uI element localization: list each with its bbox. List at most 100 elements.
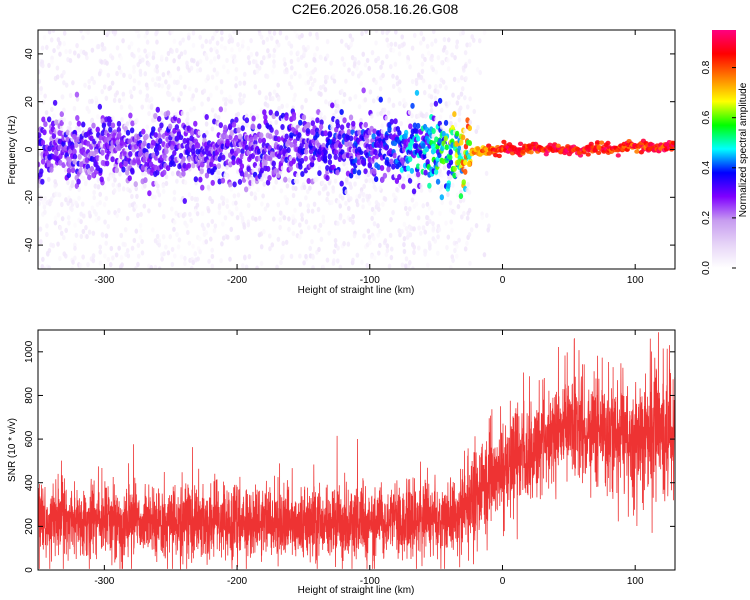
spectrogram-cell — [439, 107, 444, 113]
spectrogram-cell — [453, 122, 458, 128]
spectrogram-cell — [501, 139, 507, 145]
spectrogram-cell — [229, 186, 234, 192]
spectrogram-cell — [208, 39, 213, 45]
spectrogram-cell — [175, 231, 179, 238]
spectrogram-cell — [285, 197, 290, 203]
spectrogram-cell — [59, 111, 64, 118]
spectrogram-cell — [306, 203, 311, 209]
spectrogram-cell — [114, 252, 119, 258]
spectrogram-cell — [444, 85, 448, 91]
spectrogram-cell — [47, 62, 51, 68]
spectrogram-cell — [403, 133, 408, 140]
spectrogram-cell — [414, 80, 419, 87]
spectrogram-cell — [456, 94, 461, 101]
spectrogram-cell — [555, 143, 561, 148]
spectrogram-cell — [225, 140, 230, 147]
spectrogram-cell — [314, 176, 319, 182]
spectrogram-cell — [585, 152, 591, 157]
spectrogram-cell — [327, 131, 332, 138]
spectrogram-cell — [292, 96, 296, 103]
spectrogram-cell — [45, 44, 49, 51]
spectrogram-cell — [298, 201, 303, 207]
spectrogram-cell — [389, 41, 394, 47]
spectrogram-cell — [164, 180, 169, 187]
spectrogram-cell — [284, 239, 289, 245]
spectrogram-cell — [172, 189, 177, 195]
spectrogram-cell — [161, 72, 166, 78]
x-tick-label: -100 — [360, 275, 380, 286]
spectrogram-cell — [270, 139, 275, 146]
spectrogram-cell — [468, 260, 472, 266]
spectrogram-cell — [463, 128, 467, 134]
spectrogram-cell — [428, 218, 432, 224]
spectrogram-cell — [223, 124, 228, 131]
spectrogram-cell — [157, 144, 162, 151]
spectrogram-cell — [165, 110, 171, 117]
spectrogram-cell — [136, 212, 140, 219]
spectrogram-cell — [50, 106, 54, 112]
spectrogram-cell — [342, 117, 347, 124]
spectrogram-cell — [359, 70, 363, 76]
spectrogram-cell — [383, 238, 388, 244]
spectrogram-cell — [74, 141, 79, 148]
spectrogram-cell — [215, 49, 219, 55]
spectrogram-cell — [404, 256, 409, 262]
spectrogram-cell — [166, 250, 171, 256]
spectrogram-cell — [329, 60, 333, 66]
spectrogram-cell — [319, 55, 323, 61]
spectrogram-cell — [446, 191, 450, 198]
spectrogram-cell — [162, 251, 166, 257]
spectrogram-cell — [119, 264, 123, 269]
spectrogram-cell — [475, 146, 481, 151]
spectrogram-cell — [38, 171, 43, 178]
spectrogram-cell — [261, 137, 267, 144]
spectrogram-cell — [76, 53, 81, 59]
spectrogram-cell — [70, 206, 74, 212]
spectrogram-cell — [385, 37, 389, 43]
spectrogram-cell — [393, 61, 398, 67]
spectrogram-cell — [93, 183, 98, 189]
spectrogram-cell — [348, 216, 353, 223]
spectrogram-cell — [389, 158, 394, 165]
spectrogram-cell — [349, 41, 354, 47]
spectrogram-cell — [125, 215, 130, 221]
spectrogram-cell — [357, 129, 362, 136]
spectrogram-cell — [406, 118, 411, 124]
spectrogram-cell — [431, 66, 436, 73]
spectrogram-cell — [401, 176, 406, 182]
spectrogram-cell — [276, 136, 281, 143]
spectrogram-cell — [172, 226, 176, 232]
spectrogram-cell — [229, 130, 235, 137]
spectrogram-cell — [251, 115, 256, 122]
spectrogram-cell — [455, 243, 459, 249]
spectrogram-cell — [115, 90, 120, 96]
spectrogram-cell — [344, 141, 349, 148]
spectrogram-cell — [330, 125, 334, 131]
spectrogram-cell — [446, 182, 451, 189]
spectrogram-cell — [272, 89, 277, 95]
spectrogram-cell — [49, 37, 54, 43]
spectrogram-cell — [365, 57, 370, 64]
spectrogram-cell — [288, 165, 293, 172]
spectrogram-cell — [319, 119, 324, 126]
spectrogram-x-axis-label: Height of straight line (km) — [298, 285, 415, 296]
spectrogram-cell — [402, 236, 407, 242]
spectrogram-cell — [130, 167, 135, 174]
spectrogram-cell — [304, 62, 309, 68]
spectrogram-cell — [234, 83, 238, 89]
spectrogram-cell — [130, 193, 134, 200]
spectrogram-cell — [142, 203, 147, 209]
spectrogram-cell — [441, 79, 446, 85]
spectrogram-cell — [237, 178, 243, 185]
spectrogram-cell — [64, 48, 68, 55]
spectrogram-cell — [85, 233, 89, 240]
spectrogram-cell — [49, 166, 54, 173]
spectrogram-cell — [60, 201, 64, 208]
spectrogram-cell — [265, 202, 270, 208]
spectrogram-cell — [172, 149, 177, 156]
spectrogram-cell — [430, 210, 434, 216]
spectrogram-cell — [149, 265, 154, 269]
spectrogram-cell — [112, 97, 117, 103]
spectrogram-cell — [267, 174, 272, 181]
spectrogram-cell — [75, 114, 80, 121]
